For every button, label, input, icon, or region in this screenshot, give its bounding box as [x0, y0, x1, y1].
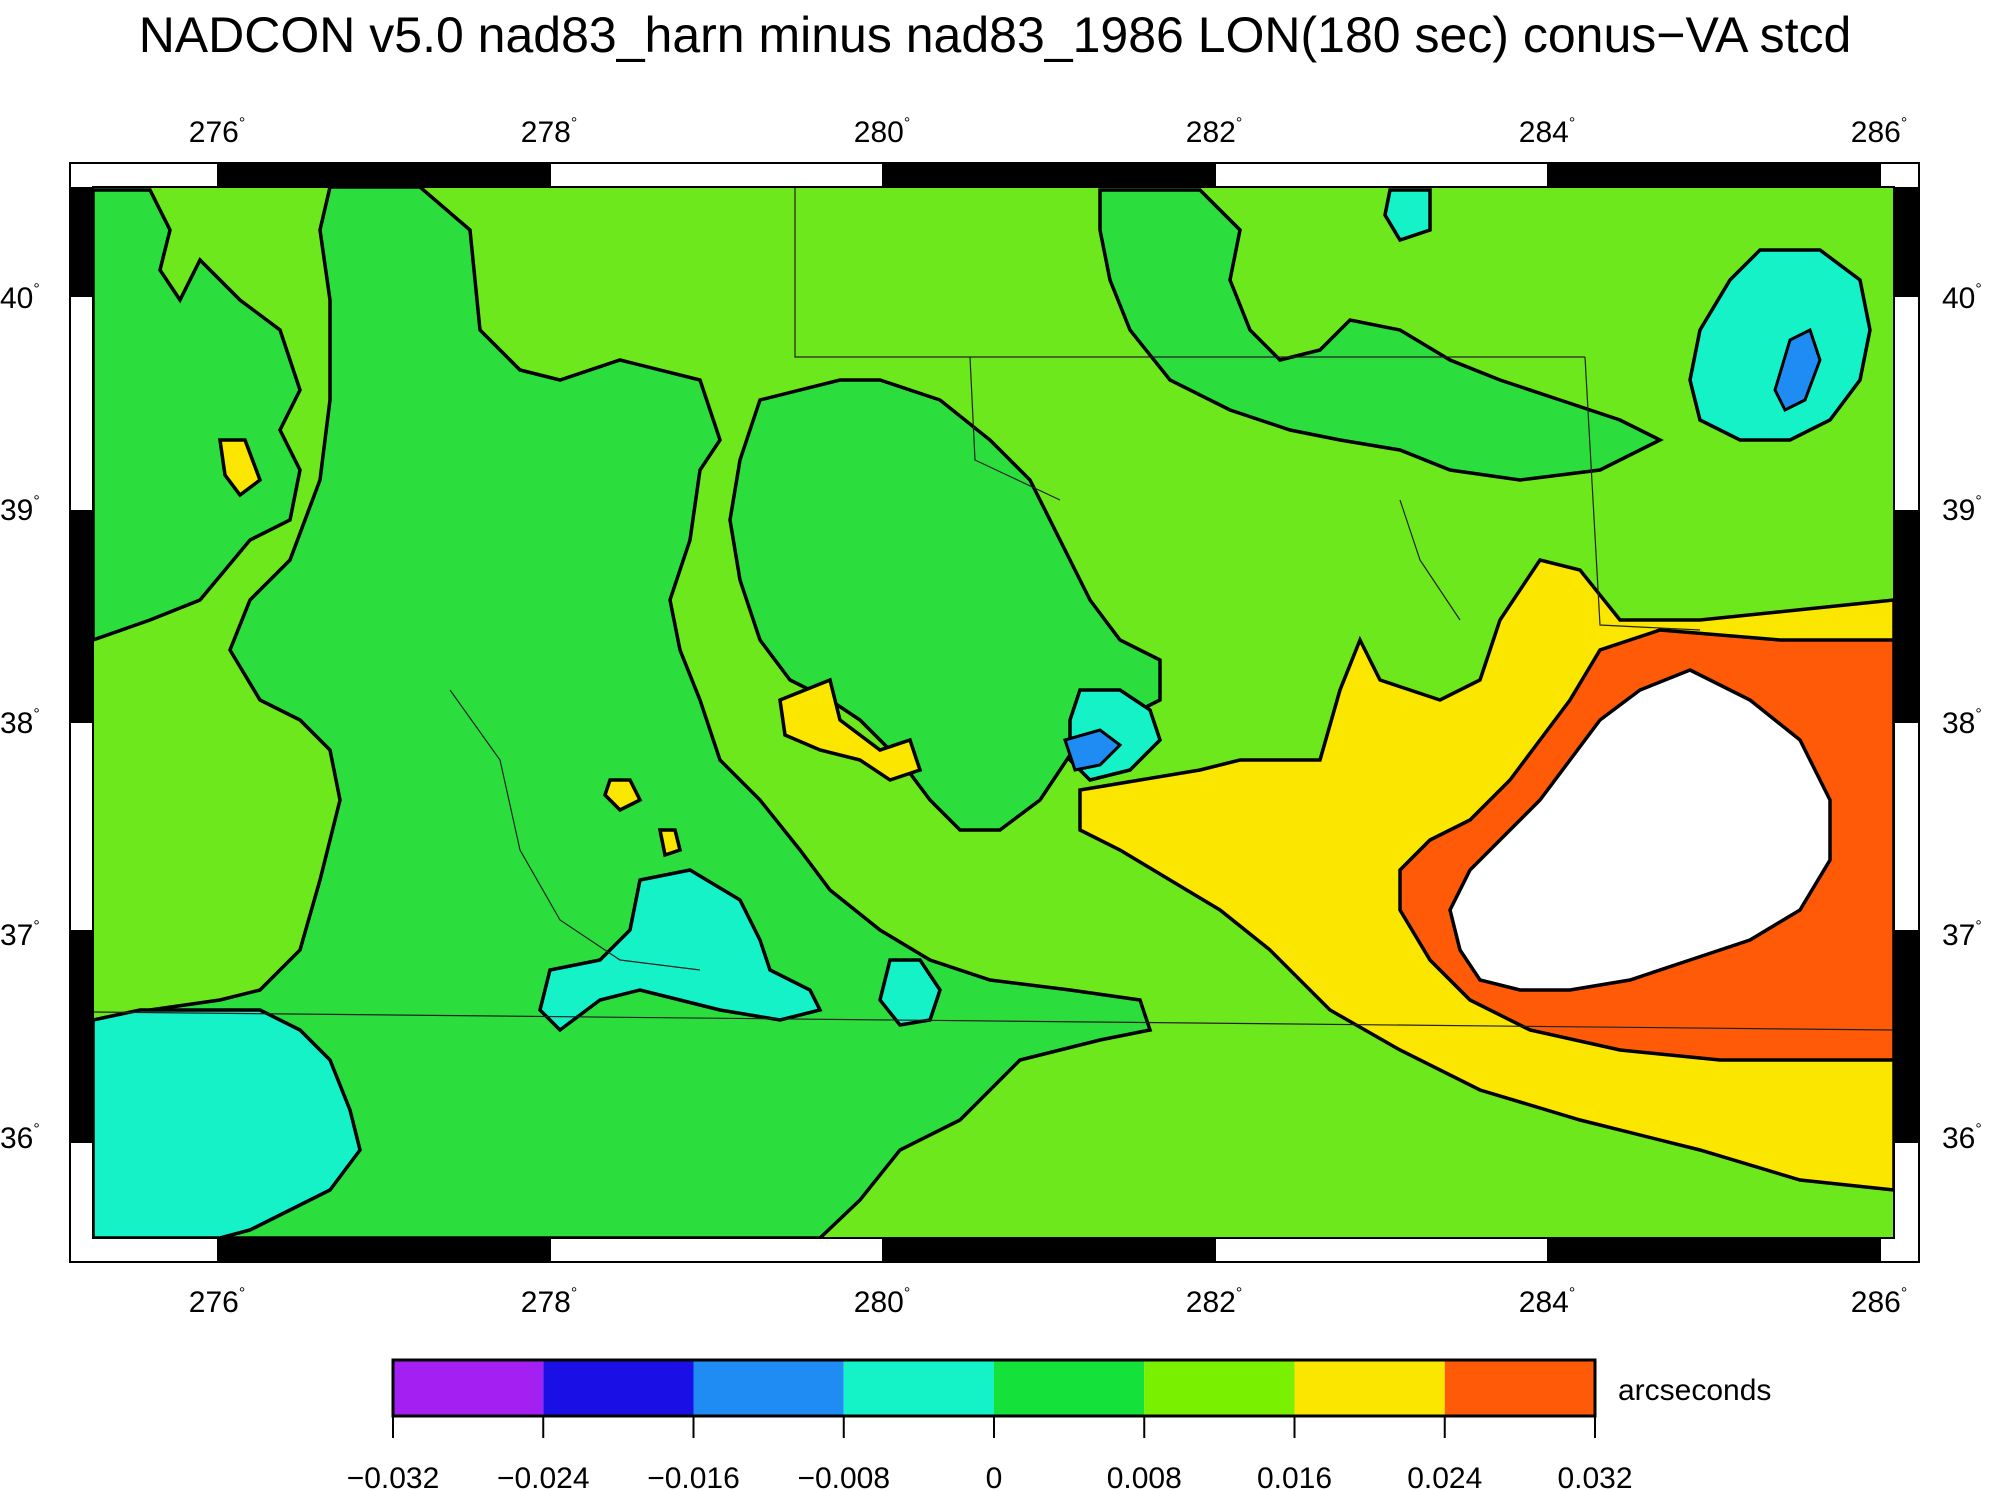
- colorbar-swatch: [1144, 1360, 1295, 1416]
- map-title: NADCON v5.0 nad83_harn minus nad83_1986 …: [138, 7, 1852, 63]
- lon-tick-label: 278°: [521, 115, 577, 149]
- contour-region-cyan: [538, 868, 823, 1033]
- colorbar-tick-label: 0: [986, 1462, 1003, 1490]
- state-boundaries: [93, 187, 1894, 1031]
- lat-tick-label: 38°: [1942, 706, 1982, 740]
- colorbar-tick-label: 0.032: [1557, 1462, 1632, 1490]
- lon-tick-label: 284°: [1519, 1285, 1575, 1319]
- lon-ticks-bottom: 276° 278° 280° 282° 284° 286°: [189, 1285, 1907, 1319]
- lon-tick-label: 282°: [1186, 115, 1242, 149]
- colorbar-unit-label: arcseconds: [1618, 1374, 1771, 1407]
- lon-tick-label: 286°: [1851, 115, 1907, 149]
- lat-tick-label: 36°: [1942, 1121, 1982, 1155]
- lon-tick-label: 280°: [854, 1285, 910, 1319]
- lon-tick-label: 276°: [189, 1285, 245, 1319]
- contour-region-yellow: [778, 677, 923, 782]
- colorbar-legend: [391, 1358, 1597, 1418]
- colorbar-tick-labels: −0.032 −0.024 −0.016 −0.008 0 0.008 0.016 0.024…: [347, 1416, 1633, 1490]
- lat-tick-label: 39°: [1942, 493, 1982, 527]
- plot-area: [93, 187, 1894, 1238]
- lat-tick-label: 36°: [0, 1121, 40, 1155]
- colorbar-tick-label: 0.024: [1407, 1462, 1482, 1490]
- colorbar-swatch: [994, 1360, 1145, 1416]
- lon-tick-label: 282°: [1186, 1285, 1242, 1319]
- lat-tick-label: 40°: [1942, 281, 1982, 315]
- contour-region-blue: [1063, 728, 1123, 772]
- colorbar-tick-label: 0.008: [1107, 1462, 1182, 1490]
- lat-tick-label: 38°: [0, 706, 40, 740]
- contour-region-white: [1448, 668, 1832, 992]
- contour-region-cyan: [93, 1008, 362, 1238]
- contour-region-yellow: [657, 828, 683, 858]
- contour-region-yellow: [217, 438, 263, 498]
- lon-tick-label: 276°: [189, 115, 245, 149]
- contour-region-cyan: [1383, 188, 1432, 243]
- lon-tick-label: 286°: [1851, 1285, 1907, 1319]
- colorbar-tick-label: −0.008: [797, 1462, 890, 1490]
- contour-region-green: [1098, 188, 1664, 482]
- colorbar-tick-label: −0.024: [497, 1462, 590, 1490]
- lat-tick-label: 37°: [0, 918, 40, 952]
- colorbar-tick-label: −0.016: [647, 1462, 740, 1490]
- colorbar-swatch: [843, 1360, 994, 1416]
- colorbar-swatch: [1444, 1360, 1595, 1416]
- contour-region-blue: [1773, 327, 1822, 413]
- lat-tick-label: 40°: [0, 281, 40, 315]
- contour-region-yellow: [602, 778, 643, 813]
- colorbar-swatch: [393, 1360, 544, 1416]
- colorbar-swatch: [543, 1360, 694, 1416]
- lon-tick-label: 284°: [1519, 115, 1575, 149]
- map-frame: [69, 162, 1920, 1263]
- contour-region-green: [728, 378, 1162, 832]
- lon-tick-label: 278°: [521, 1285, 577, 1319]
- lat-ticks-left: 40° 39° 38° 37° 36°: [0, 281, 40, 1155]
- colorbar-tick-label: 0.016: [1257, 1462, 1332, 1490]
- colorbar-swatch: [693, 1360, 844, 1416]
- lat-ticks-right: 40° 39° 38° 37° 36°: [1942, 281, 1982, 1155]
- lon-ticks-top: 276° 278° 280° 282° 284° 286°: [189, 115, 1907, 149]
- colorbar-tick-label: −0.032: [347, 1462, 440, 1490]
- lat-tick-label: 37°: [1942, 918, 1982, 952]
- lat-tick-label: 39°: [0, 493, 40, 527]
- contour-region-green: [93, 188, 302, 642]
- lon-tick-label: 280°: [854, 115, 910, 149]
- colorbar-swatch: [1294, 1360, 1445, 1416]
- contour-region-cyan: [1688, 248, 1872, 442]
